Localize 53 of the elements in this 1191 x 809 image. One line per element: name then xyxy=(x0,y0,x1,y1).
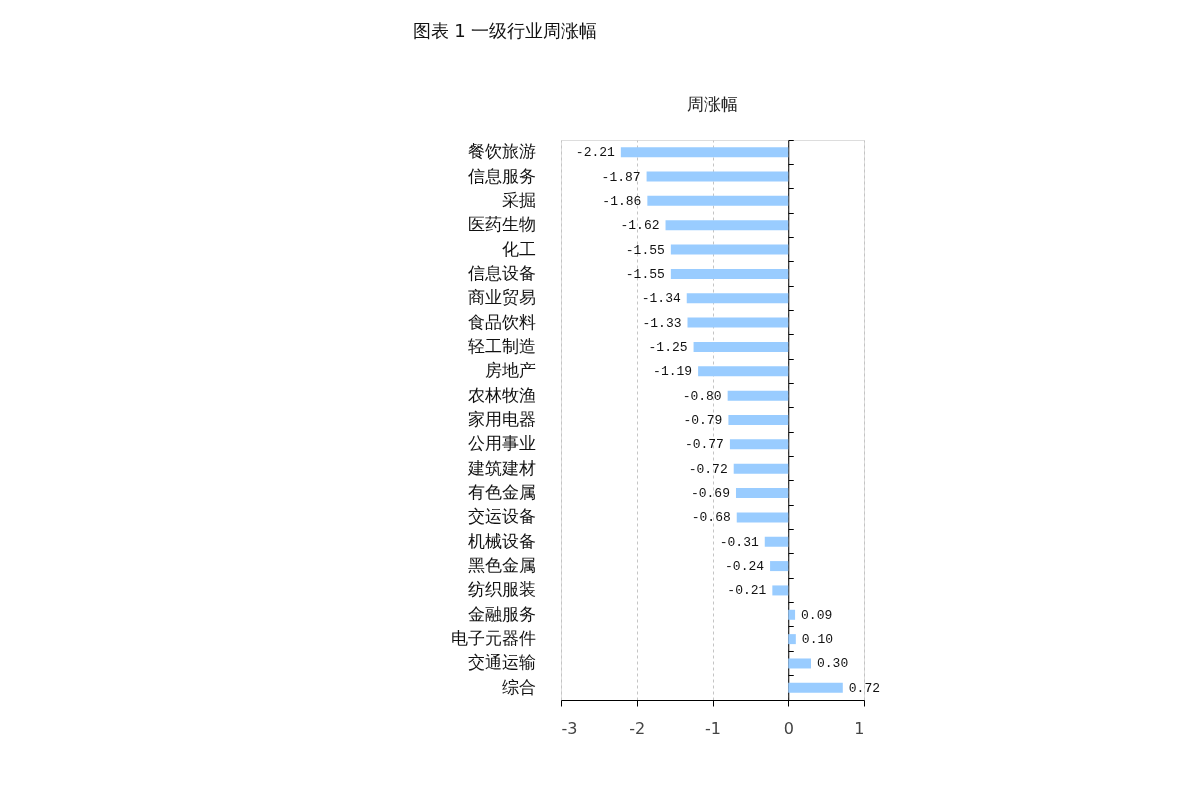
y-tick-label: 电子元器件 xyxy=(450,629,536,649)
data-label: -2.21 xyxy=(575,145,616,161)
y-tick-label: 交运设备 xyxy=(467,507,536,527)
data-label: -0.24 xyxy=(725,559,765,575)
data-label: -1.19 xyxy=(653,364,693,380)
y-tick-label: 综合 xyxy=(501,677,536,697)
data-label: 0.72 xyxy=(848,680,881,696)
data-label: -1.87 xyxy=(601,169,641,185)
data-label: 0.09 xyxy=(801,607,833,623)
y-tick-label: 交通运输 xyxy=(467,653,536,673)
data-label: -1.86 xyxy=(602,193,642,209)
y-tick-label: 家用电器 xyxy=(467,410,536,429)
x-tick-label: 0 xyxy=(783,718,794,738)
y-tick-label: 建筑建材 xyxy=(466,458,536,478)
y-tick-label: 商业贸易 xyxy=(467,288,536,308)
data-label: -0.69 xyxy=(690,486,730,502)
data-label: -1.25 xyxy=(648,339,688,355)
data-label: 0.30 xyxy=(816,656,849,672)
y-tick-label: 有色金属 xyxy=(467,483,536,503)
y-tick-label: 纺织服装 xyxy=(467,580,536,600)
y-tick-label: 餐饮旅游 xyxy=(467,142,536,162)
y-tick-label: 医药生物 xyxy=(467,215,536,235)
data-label: -0.68 xyxy=(691,510,731,526)
data-label: -1.33 xyxy=(642,315,682,331)
data-label: -1.55 xyxy=(625,266,665,282)
x-tick-label: -2 xyxy=(629,718,646,738)
y-tick-label: 信息服务 xyxy=(467,166,536,186)
y-tick-label: 农林牧渔 xyxy=(467,385,536,405)
y-tick-label: 金融服务 xyxy=(467,604,536,624)
data-label: -0.31 xyxy=(719,534,759,550)
data-label: -1.34 xyxy=(641,291,681,307)
y-tick-label: 机械设备 xyxy=(467,531,536,551)
data-label: -0.79 xyxy=(683,413,723,428)
data-label: -1.55 xyxy=(625,242,665,258)
y-tick-label: 信息设备 xyxy=(467,263,536,283)
y-tick-label: 采掘 xyxy=(501,190,536,210)
y-tick-label: 食品饮料 xyxy=(467,312,536,332)
y-tick-label: 房地产 xyxy=(484,361,536,381)
data-label: -1.62 xyxy=(620,218,660,234)
data-label: 0.10 xyxy=(801,632,834,648)
data-label: -0.77 xyxy=(684,437,724,453)
y-tick-label: 化工 xyxy=(501,239,536,259)
x-tick-label: -3 xyxy=(561,718,578,738)
y-tick-label: 黑色金属 xyxy=(467,556,536,576)
x-tick-label: 1 xyxy=(854,718,865,738)
chart-title: 图表 1 一级行业周涨幅 xyxy=(412,20,598,41)
chart-subtitle: 周涨幅 xyxy=(687,93,738,114)
data-label: -0.21 xyxy=(727,583,767,599)
y-tick-label: 公用事业 xyxy=(467,434,536,454)
data-label: -0.72 xyxy=(688,461,728,477)
y-tick-label: 轻工制造 xyxy=(467,336,536,356)
x-tick-label: -1 xyxy=(705,718,721,738)
data-label: -0.80 xyxy=(682,388,722,404)
